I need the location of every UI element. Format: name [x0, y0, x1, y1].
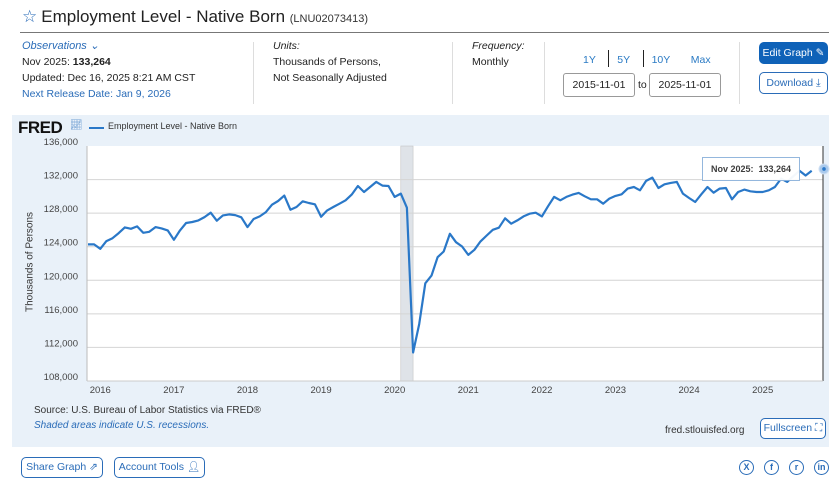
x-tick-label: 2023	[605, 385, 626, 396]
chart-icon: 📈︎	[70, 120, 83, 131]
facebook-icon[interactable]: f	[764, 460, 779, 475]
y-tick-label: 128,000	[44, 204, 78, 215]
x-tick-label: 2025	[752, 385, 773, 396]
start-date-input[interactable]: 2015-11-01	[563, 73, 635, 97]
favorite-star-icon[interactable]: ☆	[22, 7, 38, 26]
x-tick-label: 2020	[384, 385, 405, 396]
divider	[544, 42, 545, 104]
range-10y[interactable]: 10Y	[651, 54, 671, 66]
divider	[253, 42, 254, 104]
range-max[interactable]: Max	[690, 54, 711, 66]
frequency-label: Frequency:	[472, 40, 525, 52]
site-link[interactable]: fred.stlouisfed.org	[665, 425, 745, 436]
x-tick-label: 2018	[237, 385, 258, 396]
frequency-value: Monthly	[472, 56, 509, 68]
units-label: Units:	[273, 40, 300, 52]
chevron-down-icon: ⌄	[89, 40, 100, 52]
y-tick-label: 132,000	[44, 171, 78, 182]
observations-toggle[interactable]: Observations ⌄	[22, 40, 100, 52]
tooltip-label: Nov 2025:	[710, 164, 754, 174]
range-buttons: 1Y 5Y 10Y Max	[583, 50, 711, 68]
x-tick-label: 2022	[531, 385, 552, 396]
download-icon: ⤓	[815, 77, 821, 89]
account-tools-button[interactable]: Account Tools 👤︎	[114, 457, 205, 478]
legend-label: Employment Level - Native Born	[108, 121, 238, 131]
divider	[452, 42, 453, 104]
tooltip-value: 133,264	[758, 164, 792, 174]
frequency-block: Frequency: Monthly	[472, 38, 525, 70]
data-point	[822, 167, 826, 171]
fred-logo: FRED	[18, 118, 63, 137]
edit-icon: ✎	[815, 47, 825, 59]
y-axis-title: Thousands of Persons	[24, 211, 36, 313]
y-tick-label: 116,000	[44, 305, 78, 316]
title-divider	[20, 32, 829, 33]
next-release-link[interactable]: Next Release Date: Jan 9, 2026	[22, 88, 171, 100]
recession-note: Shaded areas indicate U.S. recessions.	[34, 420, 210, 431]
end-date-input[interactable]: 2025-11-01	[649, 73, 721, 97]
units-block: Units: Thousands of Persons, Not Seasona…	[273, 38, 387, 86]
y-tick-label: 120,000	[44, 271, 78, 282]
x-tick-label: 2019	[310, 385, 331, 396]
account-icon: 👤︎	[186, 461, 201, 473]
y-tick-label: 136,000	[44, 137, 78, 148]
edit-graph-button[interactable]: Edit Graph ✎	[759, 42, 828, 64]
share-icon: ⇗	[89, 461, 98, 473]
plot-area	[87, 146, 823, 381]
series-id: (LNU02073413)	[289, 13, 369, 25]
download-button[interactable]: Download ⤓	[759, 72, 828, 94]
y-tick-label: 124,000	[44, 238, 78, 249]
units-line2: Not Seasonally Adjusted	[273, 72, 387, 84]
divider	[739, 42, 740, 104]
latest-value: 133,264	[72, 56, 111, 68]
fullscreen-icon: ⛶	[815, 422, 823, 434]
range-5y[interactable]: 5Y	[617, 54, 631, 66]
y-tick-label: 108,000	[44, 372, 78, 383]
x-tick-label: 2024	[678, 385, 699, 396]
page-title: ☆ Employment Level - Native Born (LNU0207…	[22, 7, 369, 26]
x-tick-label: 2021	[458, 385, 479, 396]
linkedin-icon[interactable]: in	[814, 460, 829, 475]
legend-swatch	[89, 127, 104, 129]
units-line1: Thousands of Persons,	[273, 56, 381, 68]
source-text: Source: U.S. Bureau of Labor Statistics …	[34, 405, 261, 416]
date-to-label: to	[638, 79, 647, 91]
y-tick-label: 112,000	[44, 338, 78, 349]
x-tick-label: 2017	[163, 385, 184, 396]
fullscreen-button[interactable]: Fullscreen ⛶	[760, 418, 826, 439]
share-graph-button[interactable]: Share Graph ⇗	[21, 457, 103, 478]
updated-text: Updated: Dec 16, 2025 8:21 AM CST	[22, 72, 196, 84]
x-twitter-icon[interactable]: X	[739, 460, 754, 475]
latest-label: Nov 2025:	[22, 56, 70, 68]
recession-shade	[400, 145, 414, 382]
reddit-icon[interactable]: r	[789, 460, 804, 475]
tooltip: Nov 2025: 133,264	[702, 157, 800, 181]
observations-block: Observations ⌄ Nov 2025: 133,264 Updated…	[22, 38, 195, 102]
x-tick-label: 2016	[90, 385, 111, 396]
range-1y[interactable]: 1Y	[583, 54, 596, 66]
